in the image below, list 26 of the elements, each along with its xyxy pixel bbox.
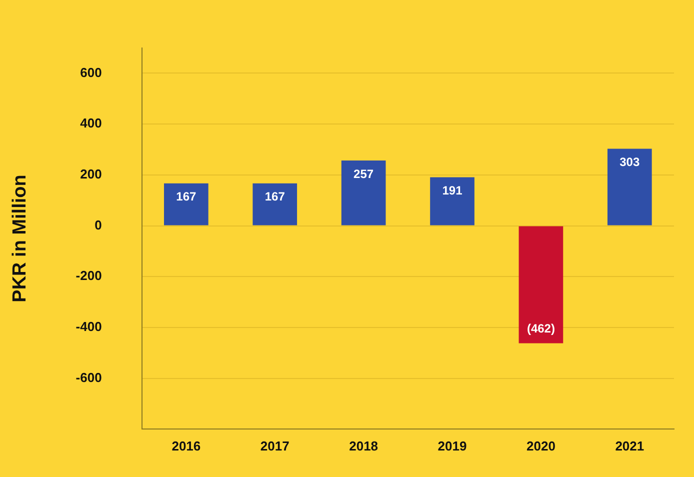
- x-tick-label: 2016: [172, 438, 201, 454]
- y-tick-label: -400: [76, 319, 102, 334]
- y-tick-label: 600: [80, 64, 102, 80]
- x-tick-label: 2019: [438, 438, 467, 454]
- data-label: 167: [176, 190, 196, 204]
- y-tick-label: 400: [80, 116, 102, 131]
- bar: [518, 226, 564, 344]
- x-tick-label: 2020: [526, 438, 556, 454]
- y-tick-label: -600: [76, 370, 102, 385]
- data-label: 167: [264, 190, 286, 204]
- data-label: (462): [526, 322, 555, 336]
- y-tick-label: -200: [76, 268, 102, 284]
- bar: [607, 148, 652, 226]
- bar: [430, 177, 474, 226]
- bar: [341, 160, 386, 226]
- data-label: 257: [354, 166, 374, 181]
- y-tick-label: 200: [80, 166, 102, 182]
- y-tick-label: 0: [94, 217, 102, 232]
- x-tick-label: 2018: [349, 438, 378, 454]
- y-axis-title: PKR in Million: [10, 174, 31, 302]
- data-label: 191: [442, 184, 463, 198]
- x-tick-label: 2021: [615, 438, 644, 454]
- bar: [252, 183, 298, 226]
- bar: [164, 183, 208, 226]
- data-label: 303: [620, 155, 640, 170]
- x-tick-label: 2017: [260, 438, 290, 454]
